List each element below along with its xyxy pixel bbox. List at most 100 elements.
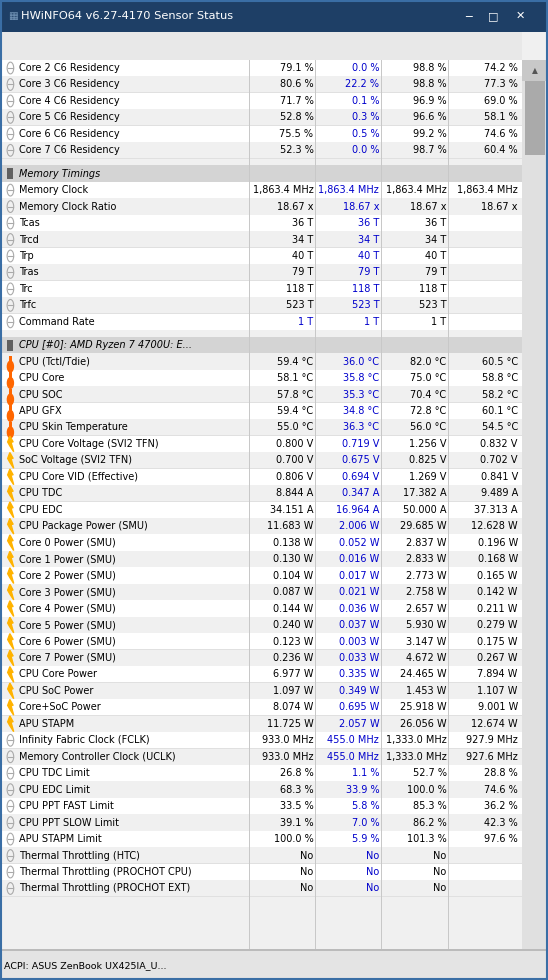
Bar [0,485,522,502]
Text: Memory Clock Ratio: Memory Clock Ratio [19,202,116,212]
Text: 82.0 °C: 82.0 °C [410,357,447,367]
Text: 50.000 A: 50.000 A [403,505,447,514]
Text: Core+SoC Power: Core+SoC Power [19,703,100,712]
Text: 2.837 W: 2.837 W [406,538,447,548]
Text: 35.8 °C: 35.8 °C [343,373,379,383]
Bar [0,584,522,601]
Text: Core 1 Power (SMU): Core 1 Power (SMU) [19,554,116,564]
Text: 42.3 %: 42.3 % [484,817,518,828]
Text: 100.0 %: 100.0 % [273,834,313,844]
Bar [0,863,522,880]
Text: 0.5 %: 0.5 % [352,128,379,139]
Text: 12.674 W: 12.674 W [471,718,518,729]
Bar [0,297,522,314]
Bar [0,386,522,403]
Bar [0,949,548,951]
Text: 1 T: 1 T [431,317,447,327]
Text: No: No [433,867,447,877]
Text: 0.196 W: 0.196 W [478,538,518,548]
Text: Thermal Throttling (PROCHOT EXT): Thermal Throttling (PROCHOT EXT) [19,883,190,894]
Bar [0,419,522,436]
Text: 79 T: 79 T [292,268,313,277]
Text: 59.4 °C: 59.4 °C [277,357,313,367]
Text: 36.3 °C: 36.3 °C [343,422,379,432]
Bar [0,732,522,749]
Bar [0,699,522,715]
Polygon shape [8,584,14,600]
Text: 40 T: 40 T [292,251,313,261]
Bar [525,81,545,155]
Text: 98.8 %: 98.8 % [413,79,447,89]
Text: Infinity Fabric Clock (FCLK): Infinity Fabric Clock (FCLK) [19,735,149,746]
Bar [0,715,522,732]
Polygon shape [8,518,14,534]
Text: No: No [366,867,379,877]
Bar [0,0,548,32]
Circle shape [8,411,13,421]
Text: 1,333.0 MHz: 1,333.0 MHz [386,752,447,761]
Text: CPU Skin Temperature: CPU Skin Temperature [19,422,127,432]
Bar [0,765,522,781]
Text: 0.037 W: 0.037 W [339,620,379,630]
Text: 72.8 °C: 72.8 °C [410,406,447,416]
Text: 0.279 W: 0.279 W [477,620,518,630]
Text: 70.4 °C: 70.4 °C [410,389,447,400]
Text: 1.107 W: 1.107 W [477,686,518,696]
Bar [0,650,522,666]
Bar [0,518,522,534]
Bar [0,109,522,125]
Text: 0.211 W: 0.211 W [477,604,518,613]
Polygon shape [8,617,14,633]
Text: 17.382 A: 17.382 A [403,488,447,499]
Bar [0,468,522,485]
Text: 1 T: 1 T [364,317,379,327]
Bar [0,798,522,814]
Text: 0.700 V: 0.700 V [276,456,313,466]
Text: 99.2 %: 99.2 % [413,128,447,139]
Text: Memory Clock: Memory Clock [19,185,88,195]
Text: Memory Controller Clock (UCLK): Memory Controller Clock (UCLK) [19,752,175,761]
Text: 52.7 %: 52.7 % [413,768,447,778]
Text: Core 6 Power (SMU): Core 6 Power (SMU) [19,636,116,647]
Text: CPU PPT SLOW Limit: CPU PPT SLOW Limit [19,817,118,828]
Text: 24.465 W: 24.465 W [400,669,447,679]
Bar [381,60,382,951]
Text: 52.3 %: 52.3 % [279,145,313,156]
Bar [0,534,522,551]
Bar [0,403,522,419]
Polygon shape [8,436,14,452]
Text: CPU TDC: CPU TDC [19,488,62,499]
Text: 5.9 %: 5.9 % [352,834,379,844]
Text: CPU EDC Limit: CPU EDC Limit [19,785,90,795]
Text: 33.5 %: 33.5 % [279,801,313,811]
Text: 927.6 MHz: 927.6 MHz [466,752,518,761]
Text: No: No [300,867,313,877]
Polygon shape [8,634,14,650]
Text: Trcd: Trcd [19,234,38,245]
Bar [0,248,522,265]
Text: Core 4 Power (SMU): Core 4 Power (SMU) [19,604,116,613]
Text: 36 T: 36 T [358,218,379,228]
Text: Core 3 Power (SMU): Core 3 Power (SMU) [19,587,116,597]
Bar [0,616,522,633]
Bar [522,81,548,951]
Bar [9,372,12,384]
Text: Core 2 C6 Residency: Core 2 C6 Residency [19,63,119,74]
Text: APU GFX: APU GFX [19,406,61,416]
Polygon shape [8,601,14,616]
Text: CPU Core Voltage (SVI2 TFN): CPU Core Voltage (SVI2 TFN) [19,439,158,449]
Text: 0.016 W: 0.016 W [339,554,379,564]
Text: 0.702 V: 0.702 V [481,456,518,466]
Text: 58.1 °C: 58.1 °C [277,373,313,383]
Text: 59.4 °C: 59.4 °C [277,406,313,416]
Text: 18.67 x: 18.67 x [342,202,379,212]
Text: 0.806 V: 0.806 V [276,471,313,482]
Text: CPU Package Power (SMU): CPU Package Power (SMU) [19,521,147,531]
Text: 0.052 W: 0.052 W [339,538,379,548]
Bar [0,436,522,452]
Text: Core 5 Power (SMU): Core 5 Power (SMU) [19,620,116,630]
Text: 85.3 %: 85.3 % [413,801,447,811]
Bar [0,60,522,76]
Text: CPU PPT FAST Limit: CPU PPT FAST Limit [19,801,113,811]
Text: 26.056 W: 26.056 W [400,718,447,729]
